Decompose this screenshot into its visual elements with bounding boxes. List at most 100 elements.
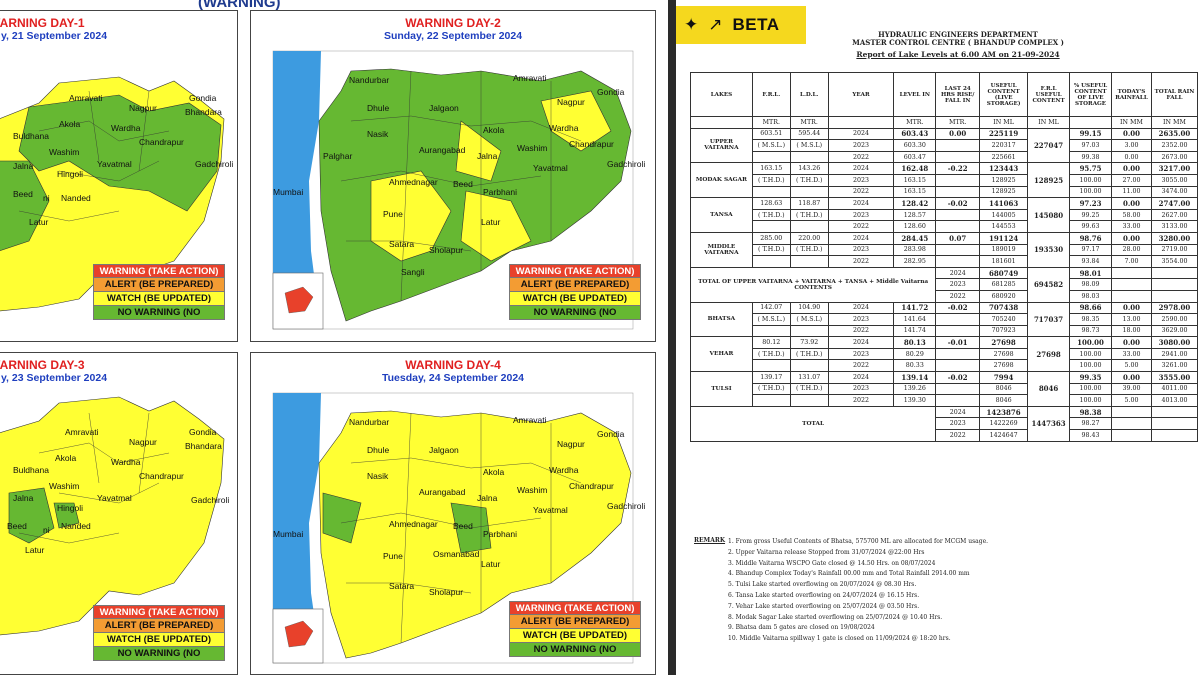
rain-today-cell: 0.00 <box>1111 301 1152 315</box>
content-cell: 191124 <box>979 231 1029 245</box>
pct-cell: 100.00 <box>1069 185 1112 199</box>
warning-legend: WARNING (TAKE ACTION) ALERT (BE PREPARED… <box>509 264 641 320</box>
content-cell: 680749 <box>979 266 1029 280</box>
district-label: Aurangabad <box>419 487 466 497</box>
table-cell <box>789 394 829 407</box>
image-divider <box>668 0 676 675</box>
frl-content-cell: 193530 <box>1027 231 1071 268</box>
rise-cell <box>935 139 981 152</box>
content-cell: 27698 <box>979 359 1029 373</box>
district-label: Akola <box>483 125 505 135</box>
frl-content-cell: 128925 <box>1027 162 1071 199</box>
frl-cell: 603.51 <box>751 127 791 141</box>
content-cell: 27698 <box>979 347 1029 361</box>
beta-label: BETA <box>732 15 780 34</box>
remark-note: 3. Middle Vaitarna WSCPO Gate closed @ 1… <box>728 559 936 567</box>
level-cell: 80.13 <box>893 336 937 349</box>
rain-total-cell: 4011.00 <box>1150 382 1199 396</box>
year-cell: 2022 <box>827 359 895 373</box>
frl-content-cell: 227047 <box>1027 127 1071 164</box>
district-label: Nasik <box>367 129 389 139</box>
total-row: 2022 1424647 98.43 <box>691 429 1199 442</box>
beta-badge[interactable]: ✦ ↗ BETA <box>676 6 806 44</box>
district-label: Satara <box>389 581 415 591</box>
remark-label: REMARK <box>694 537 726 544</box>
frl-cell: 128.63 <box>751 197 791 210</box>
maharashtra-map <box>0 396 225 636</box>
level-cell: 603.30 <box>893 139 937 152</box>
content-cell: 705240 <box>979 313 1029 326</box>
year-cell: 2022 <box>827 394 895 407</box>
rise-cell <box>935 347 981 361</box>
year-cell: 2023 <box>827 208 895 222</box>
district-label: Gadchiroli <box>607 159 646 169</box>
district-label: Amravati <box>69 93 103 103</box>
col-header: F.R.L USEFUL CONTENT <box>1027 72 1071 117</box>
rain-total-cell: 2719.00 <box>1150 243 1199 257</box>
year-cell: 2024 <box>827 371 895 384</box>
rain-total-cell: 2352.00 <box>1150 139 1199 152</box>
level-cell: 128.60 <box>893 220 937 233</box>
frl-datum: ( M.S.L.) <box>751 313 791 326</box>
table-row: 2022 80.33 27698 100.00 5.00 3261.00 <box>691 359 1199 373</box>
district-label: Ahmednagar <box>389 519 438 529</box>
pct-cell: 99.25 <box>1069 208 1112 222</box>
legend-alert: ALERT (BE PREPARED) <box>93 619 225 633</box>
year-cell: 2024 <box>827 162 895 175</box>
ldl-datum: ( T.H.D.) <box>789 243 829 257</box>
col-header: LEVEL IN <box>893 72 937 117</box>
rise-cell: 0.07 <box>935 231 981 245</box>
district-label: Bhandara <box>185 107 222 117</box>
district-label: Yavatmal <box>97 159 132 169</box>
level-cell: 603.43 <box>893 127 937 141</box>
col-header: LAKES <box>690 72 753 117</box>
district-label: Washim <box>517 143 548 153</box>
rain-total-cell: 3555.00 <box>1150 371 1199 384</box>
pct-cell: 97.03 <box>1069 139 1112 152</box>
open-external-icon[interactable]: ↗ <box>708 15 723 35</box>
lake-name: TANSA <box>690 197 753 233</box>
pct-cell: 100.00 <box>1069 394 1112 407</box>
col-header: TODAY'S RAINFALL <box>1111 72 1152 117</box>
rise-cell: -0.02 <box>935 301 981 315</box>
table-cell <box>789 220 829 233</box>
table-row: ( T.H.D.)( T.H.D.) 2023 163.15 128925 100.00… <box>691 173 1199 187</box>
district-label: Yavatmal <box>533 163 568 173</box>
district-label: Washim <box>49 147 80 157</box>
rain-today-cell: 0.00 <box>1111 150 1152 164</box>
table-cell <box>789 150 829 164</box>
table-cell <box>1111 429 1152 442</box>
remark-note: 7. Vehar Lake started overflowing on 25/… <box>728 602 920 610</box>
level-cell: 139.26 <box>893 382 937 396</box>
year-cell: 2023 <box>827 139 895 152</box>
legend-warning: WARNING (TAKE ACTION) <box>93 264 225 278</box>
lake-name: TULSI <box>690 371 753 407</box>
rain-total-cell: 2978.00 <box>1150 301 1199 315</box>
pct-cell: 100.00 <box>1069 336 1112 349</box>
remark-note: 8. Modak Sagar Lake started overflowing … <box>728 613 943 621</box>
legend-watch: WATCH (BE UPDATED) <box>509 629 641 643</box>
table-row: MIDDLE VAITARNA 285.00 220.00 2024 284.45 0.0… <box>690 231 1199 268</box>
rain-today-cell: 0.00 <box>1111 231 1152 245</box>
district-label: Beed <box>13 189 33 199</box>
frl-cell: 139.17 <box>751 371 791 384</box>
pct-cell: 98.03 <box>1069 289 1112 303</box>
lake-name: VEHAR <box>690 336 753 373</box>
year-cell: 2023 <box>935 278 981 291</box>
district-label: Akola <box>59 119 81 129</box>
content-cell: 680920 <box>979 289 1029 303</box>
table-row: ( T.H.D.)( T.H.D.) 2023 80.29 27698 100.00 33… <box>691 347 1199 361</box>
legend-warning: WARNING (TAKE ACTION) <box>509 264 641 278</box>
content-cell: 225119 <box>979 127 1029 141</box>
rain-total-cell: 3474.00 <box>1150 185 1199 199</box>
magic-wand-icon[interactable]: ✦ <box>684 15 699 35</box>
frl-datum: ( T.H.D.) <box>751 382 791 396</box>
col-header: USEFUL CONTENT (LIVE STORAGE) <box>979 72 1029 117</box>
district-label: ni <box>43 193 50 203</box>
level-cell: 283.98 <box>893 243 937 257</box>
rain-today-cell: 5.00 <box>1111 359 1152 373</box>
pct-cell: 93.84 <box>1069 255 1112 268</box>
table-cell <box>1111 417 1152 431</box>
unit-cell <box>1069 116 1112 129</box>
frl-content-cell: 717037 <box>1027 301 1071 338</box>
